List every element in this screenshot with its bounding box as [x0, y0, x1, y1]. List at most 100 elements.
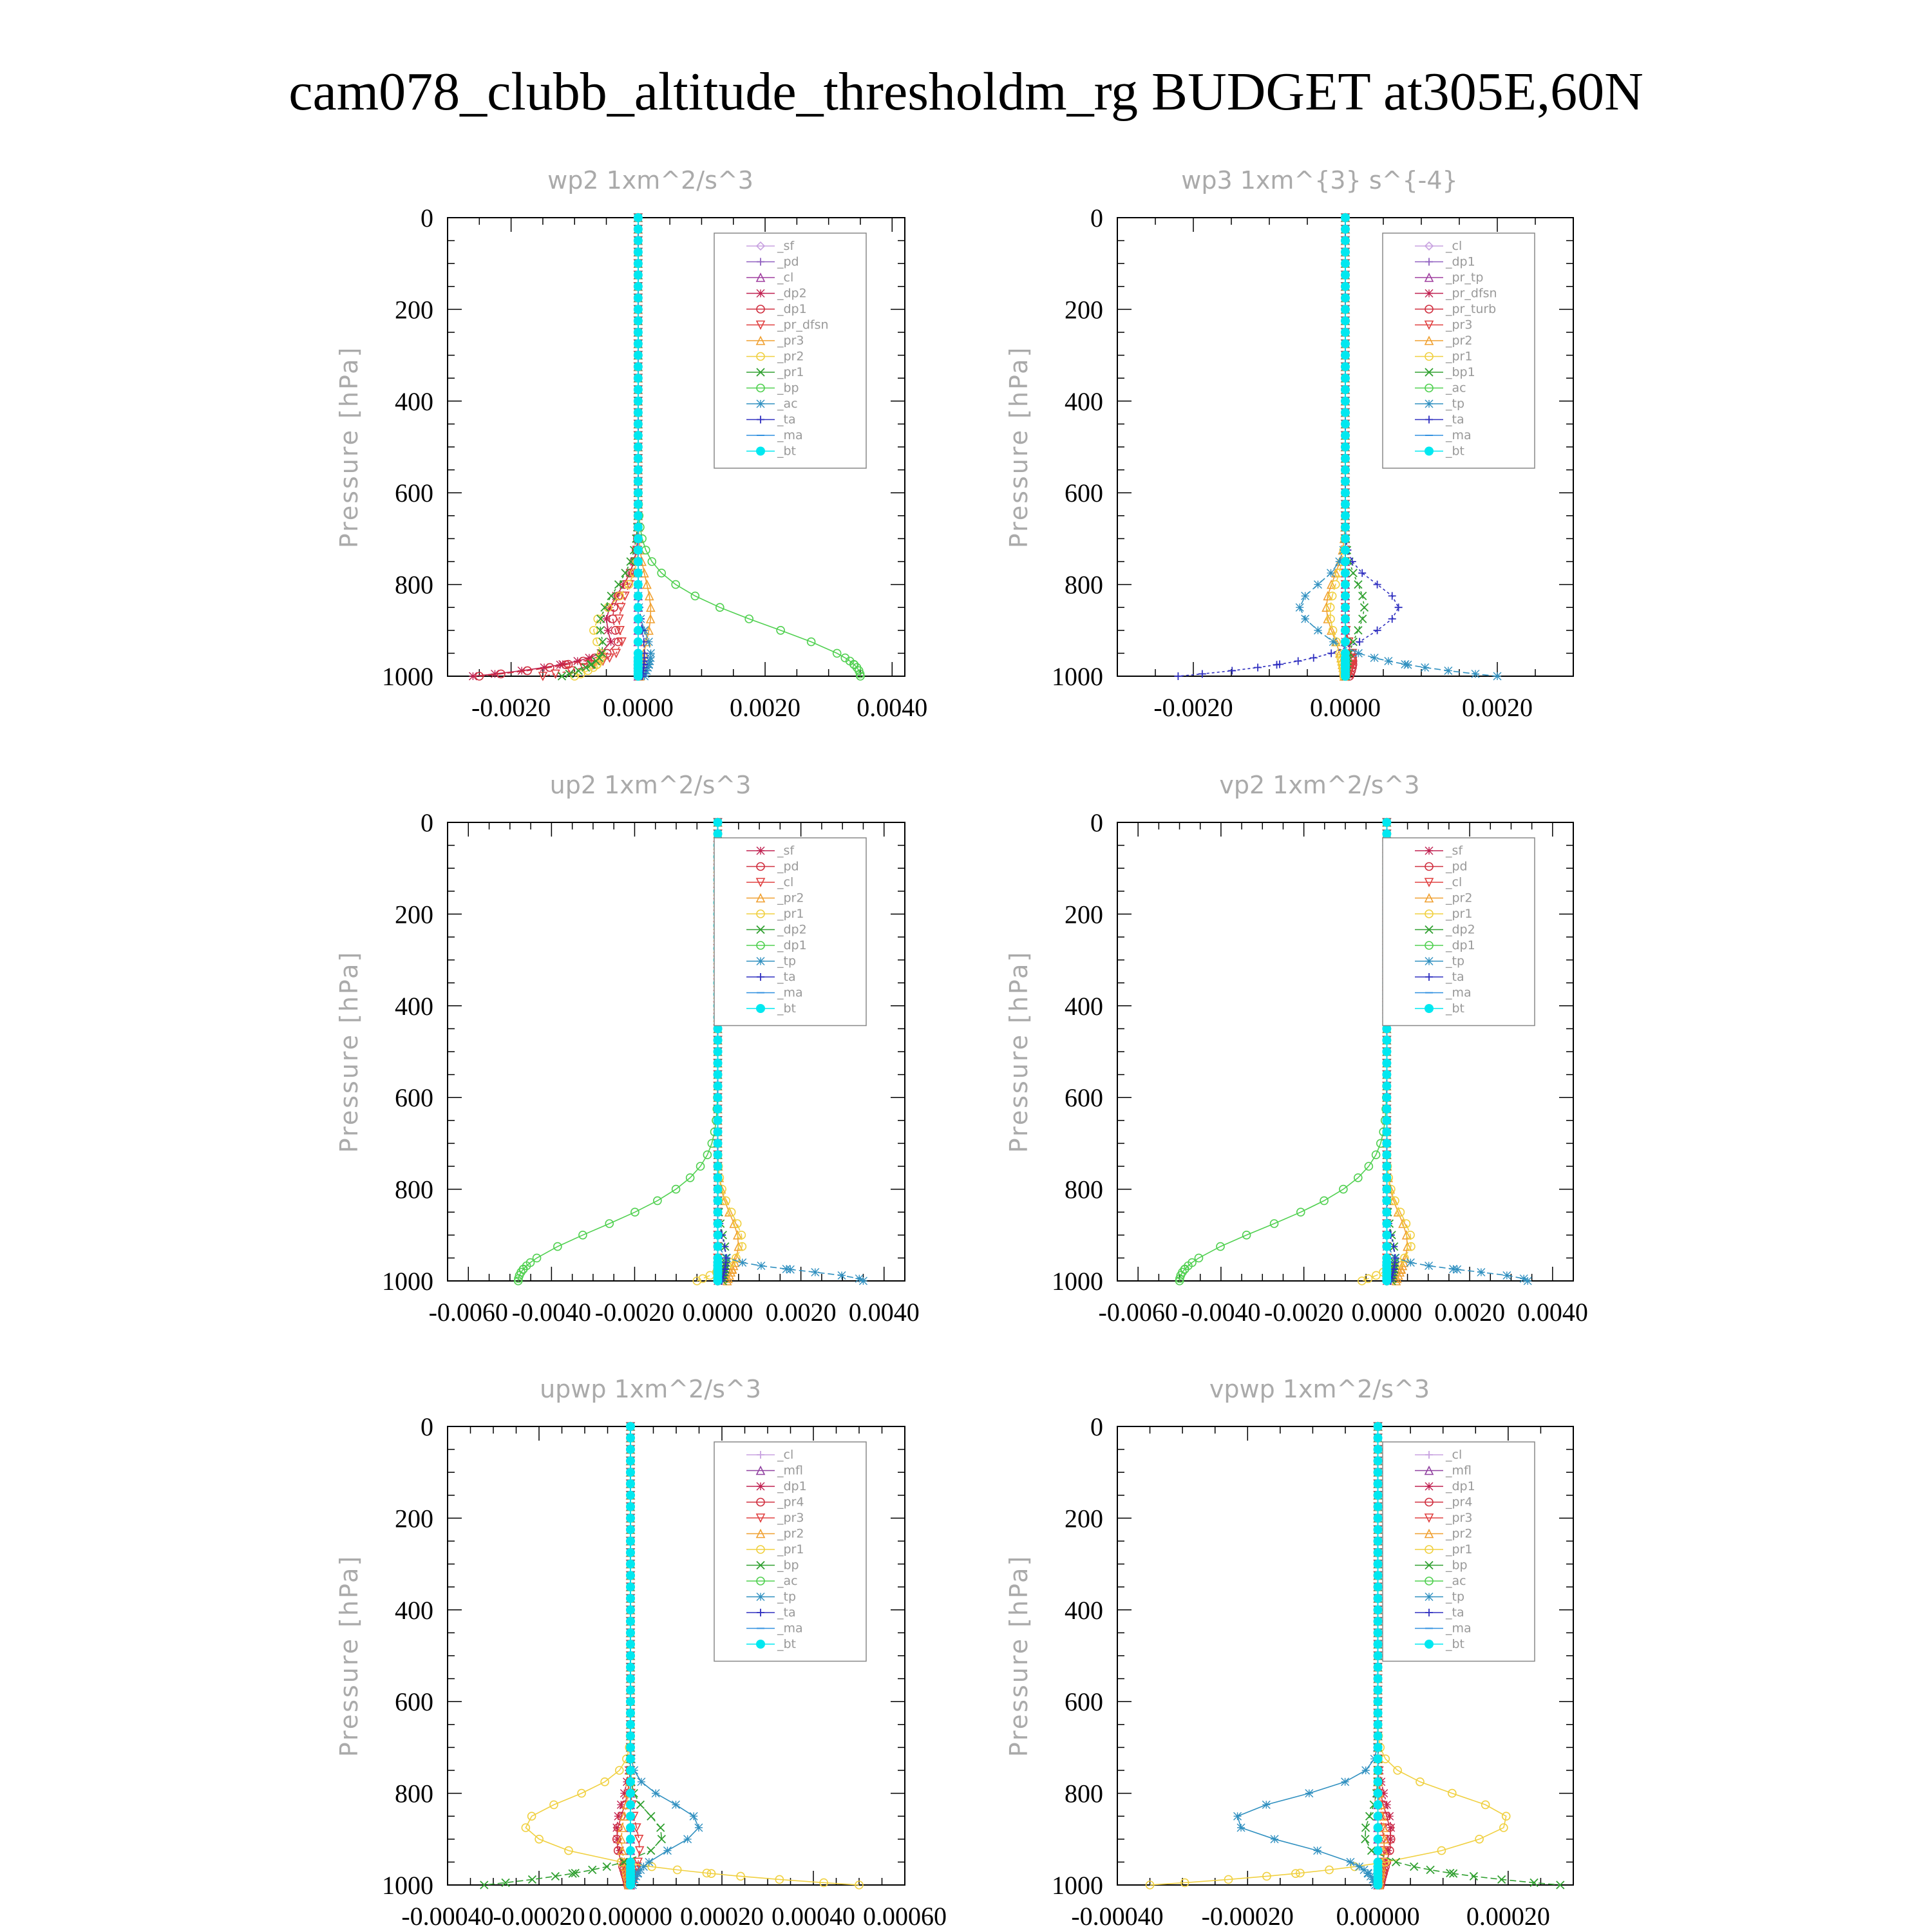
legend-label: _tp — [1445, 954, 1464, 969]
legend-entry: _dp2 — [1415, 923, 1475, 937]
data-point — [644, 591, 654, 601]
legend-entry: _tp — [746, 954, 796, 969]
legend-marker — [755, 893, 766, 903]
data-point — [613, 1835, 622, 1844]
legend-marker — [1425, 289, 1434, 298]
data-point — [617, 637, 627, 647]
data-point — [1379, 1789, 1388, 1798]
data-point — [1403, 660, 1412, 669]
data-point — [633, 350, 643, 360]
data-point — [1233, 1812, 1242, 1821]
data-point — [475, 672, 484, 681]
data-point — [1382, 1036, 1392, 1045]
data-point — [647, 1862, 656, 1871]
data-point — [1228, 667, 1236, 675]
data-point — [646, 654, 655, 663]
legend-marker — [757, 258, 764, 266]
legend-label: _cl — [1445, 875, 1462, 889]
data-point — [713, 829, 723, 838]
data-point — [598, 637, 607, 647]
data-point — [1393, 1766, 1402, 1775]
data-point — [1341, 625, 1350, 635]
legend-label: _pr2 — [1445, 334, 1472, 348]
data-point — [626, 1697, 635, 1707]
data-point — [1383, 1846, 1392, 1855]
data-point — [1341, 362, 1350, 372]
legend-entry: _tp — [1415, 954, 1464, 969]
data-point — [1391, 1857, 1401, 1867]
legend-label: _pr4 — [777, 1495, 804, 1510]
legend-label: _cl — [777, 1448, 793, 1462]
data-point — [1341, 293, 1350, 303]
data-point — [1358, 591, 1367, 601]
data-point — [1329, 638, 1338, 647]
x-tick-label: -0.0020 — [471, 693, 551, 722]
legend-entry: _pr1 — [746, 907, 804, 921]
legend-box — [714, 232, 867, 469]
legend-entry: _mfl — [1415, 1464, 1472, 1478]
data-point — [633, 545, 643, 555]
data-point — [1382, 1058, 1392, 1068]
legend-marker — [756, 305, 765, 314]
data-point — [645, 1857, 654, 1866]
data-point — [602, 614, 611, 623]
data-point — [1363, 1274, 1373, 1283]
data-point — [1341, 522, 1350, 532]
legend-marker — [755, 272, 766, 282]
data-point — [596, 614, 605, 623]
data-point — [626, 1571, 635, 1580]
data-point — [732, 1230, 743, 1240]
legend-entry: _dp1 — [1415, 255, 1475, 269]
legend-label: _bt — [1445, 444, 1464, 459]
legend-marker — [1425, 1004, 1434, 1013]
data-point — [1294, 657, 1302, 665]
legend-label: _cl — [1445, 239, 1462, 253]
data-point — [632, 1871, 641, 1880]
data-point — [621, 569, 630, 578]
legend-entry: _ma — [746, 428, 803, 442]
data-point — [1341, 500, 1350, 509]
data-point — [856, 672, 865, 681]
legend-label: _bp — [777, 1558, 799, 1573]
x-tick-label: 0.0020 — [1434, 1298, 1505, 1327]
data-point — [713, 1150, 723, 1160]
data-point — [713, 1184, 723, 1194]
x-tick-label: 0.0020 — [730, 693, 800, 722]
data-point — [1341, 385, 1350, 394]
data-point — [1341, 488, 1350, 498]
data-point — [696, 1162, 705, 1171]
data-point — [633, 453, 643, 463]
data-point — [1382, 1093, 1392, 1103]
legend-label: _sf — [1445, 844, 1463, 858]
data-point — [617, 1823, 627, 1832]
data-point — [633, 259, 643, 269]
data-point — [1373, 1754, 1383, 1764]
data-point — [633, 580, 643, 589]
y-tick-label: 600 — [395, 1083, 433, 1112]
data-point — [1366, 1871, 1375, 1880]
y-tick-label: 800 — [395, 1779, 433, 1808]
data-point — [626, 1594, 635, 1603]
x-tick-label: -0.0020 — [1153, 693, 1233, 722]
data-point — [1313, 626, 1322, 635]
legend-label: _pr_dfsn — [1445, 287, 1497, 301]
legend-marker — [1425, 925, 1434, 934]
data-point — [1339, 1184, 1348, 1194]
data-point — [692, 1276, 702, 1285]
legend-label: _pr2 — [777, 891, 804, 905]
data-point — [685, 1173, 695, 1182]
legend-label: _pd — [777, 860, 799, 874]
data-point — [632, 1862, 642, 1872]
data-point — [1370, 654, 1379, 663]
data-point — [1365, 1812, 1374, 1821]
panels-group: wp2 1xm^2/s^3 Pressure [hPa] 0 200 400 600 800… — [335, 166, 1588, 1931]
data-point — [558, 659, 567, 668]
data-point — [1335, 557, 1344, 566]
y-tick-label: 0 — [421, 204, 433, 232]
legend-entry: _ta — [746, 413, 796, 427]
legend-entry: _pr3 — [1415, 1511, 1472, 1525]
panel-title: up2 1xm^2/s^3 — [550, 771, 752, 799]
y-tick-label: 400 — [395, 1596, 433, 1625]
data-point — [713, 1058, 723, 1068]
data-point — [626, 1433, 635, 1443]
